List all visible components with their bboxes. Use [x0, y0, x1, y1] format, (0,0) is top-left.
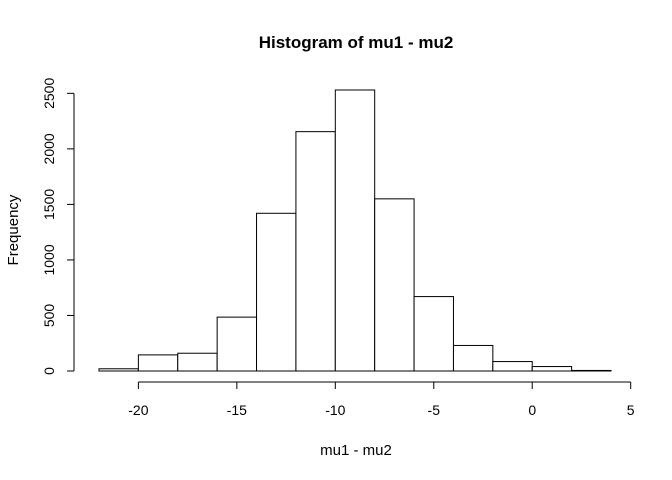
y-tick-label: 1500	[41, 189, 57, 220]
x-tick-label: 5	[627, 402, 635, 418]
y-tick-label: 0	[41, 367, 57, 375]
histogram-bar	[531, 366, 573, 372]
x-axis: -20 -15 -10 -5 0 5	[128, 381, 635, 418]
bars-group	[98, 89, 612, 372]
histogram-bar	[295, 131, 336, 372]
x-tick-label: -20	[128, 402, 148, 418]
y-tick-label: 2500	[41, 78, 57, 109]
histogram-bar	[374, 198, 415, 372]
x-tick-label: 0	[528, 402, 536, 418]
histogram-bar	[177, 352, 218, 372]
histogram-bar	[137, 354, 179, 372]
histogram-bar	[571, 369, 612, 372]
histogram-bar	[334, 89, 376, 372]
y-axis: 0 500 1000 1500 2000 2500	[41, 78, 75, 375]
histogram-bar	[492, 361, 533, 372]
histogram-bar	[256, 212, 297, 372]
x-axis-label: mu1 - mu2	[320, 442, 392, 459]
x-tick-label: -10	[325, 402, 345, 418]
y-tick-label: 2000	[41, 133, 57, 164]
x-tick-label: -5	[428, 402, 441, 418]
histogram-bar	[452, 344, 494, 372]
x-tick-label: -15	[227, 402, 247, 418]
histogram-bar	[413, 296, 454, 372]
y-axis-label: Frequency	[5, 194, 22, 265]
histogram-bar	[216, 316, 258, 372]
histogram-bar	[98, 368, 139, 372]
y-tick-label: 500	[41, 304, 57, 328]
chart-title: Histogram of mu1 - mu2	[259, 33, 454, 52]
y-tick-label: 1000	[41, 244, 57, 275]
